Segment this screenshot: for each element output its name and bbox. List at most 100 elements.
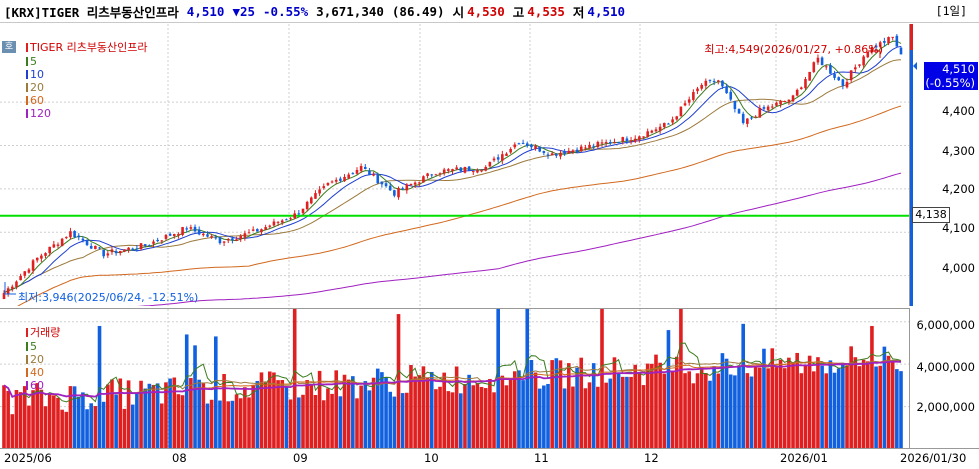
- y-tick-4000: 4,000: [942, 261, 975, 275]
- vma60-legend-icon: [26, 381, 28, 390]
- volume-bar: [359, 385, 363, 449]
- candle-body: [409, 183, 413, 185]
- candle-body: [405, 184, 409, 191]
- candle-body: [226, 239, 230, 241]
- candle-body: [820, 57, 824, 66]
- volume-bar: [218, 400, 222, 449]
- vol-tick-4m: 4,000,000: [916, 360, 975, 374]
- volume-bar: [475, 383, 480, 449]
- volume-bar: [355, 398, 359, 449]
- candle-body: [447, 169, 450, 171]
- candle-body: [737, 109, 741, 114]
- candle-body: [48, 246, 51, 254]
- candle-body: [160, 240, 164, 242]
- candle-body: [6, 288, 10, 295]
- volume-bar: [284, 386, 289, 449]
- candle-body: [231, 238, 234, 241]
- candle-body: [530, 144, 533, 148]
- period-selector[interactable]: [1일]: [935, 4, 967, 18]
- candle-body: [824, 66, 828, 68]
- volume-bar: [583, 388, 588, 449]
- volume-bar: [101, 401, 106, 449]
- candle-body: [368, 170, 371, 176]
- candle-body: [878, 42, 882, 47]
- candle-body: [816, 57, 820, 63]
- candle-body: [164, 234, 168, 239]
- y-axis-panel[interactable]: 4,510 (-0.55%) 4,400 4,300 4,200 4,138 4…: [910, 24, 979, 448]
- volume-bar: [625, 376, 629, 449]
- candle-body: [289, 218, 292, 220]
- price-chart: [0, 24, 909, 306]
- candle-body: [376, 174, 380, 184]
- volume-bar: [459, 393, 463, 449]
- volume-chart-panel[interactable]: 거래량 5 20 40 60: [0, 308, 910, 449]
- volume-bar: [301, 394, 305, 449]
- candle-body: [339, 178, 342, 181]
- volume-bar: [130, 404, 135, 449]
- open-label: 시: [452, 4, 465, 20]
- candle-body: [260, 229, 263, 233]
- volume-bar: [89, 403, 94, 449]
- level-line-label: 4,138: [912, 207, 950, 223]
- candle-body: [588, 144, 591, 149]
- volume-bar: [326, 388, 330, 449]
- candle-body: [488, 161, 492, 167]
- volume-bar: [508, 378, 513, 449]
- candle-body: [679, 106, 683, 117]
- volume-bar: [160, 403, 164, 449]
- volume-bar: [803, 364, 808, 449]
- volume-bar: [841, 363, 845, 449]
- volume-bar: [234, 394, 239, 449]
- candle-body: [347, 174, 350, 179]
- candle-body: [862, 56, 865, 66]
- ma10-legend-icon: [26, 70, 28, 79]
- candle-body: [413, 182, 417, 185]
- ma120-line: [136, 172, 902, 306]
- candle-body: [858, 64, 861, 66]
- volume-bar: [60, 409, 64, 449]
- vma5-line: [3, 342, 902, 403]
- hoga-button[interactable]: 호: [2, 41, 16, 53]
- candle-body: [397, 188, 400, 198]
- candle-body: [471, 171, 475, 173]
- candle-body: [222, 241, 226, 243]
- ma60-legend-icon: [26, 96, 28, 105]
- candle-body: [185, 228, 189, 230]
- candle-body: [94, 245, 97, 249]
- volume-bar: [504, 385, 509, 449]
- volume-bar: [22, 386, 27, 449]
- volume-bar: [43, 406, 48, 449]
- candle-body: [81, 238, 85, 241]
- volume-bar: [14, 389, 19, 449]
- volume-bar: [529, 359, 534, 449]
- y-tick-4300: 4,300: [942, 144, 975, 158]
- volume-bar: [849, 346, 853, 449]
- candle-body: [662, 122, 666, 128]
- vol-tick-6m: 6,000,000: [916, 318, 975, 332]
- volume-bar: [699, 366, 704, 449]
- ma5-legend-icon: [26, 57, 28, 66]
- candle-body: [393, 190, 396, 196]
- vma5-legend-icon: [26, 342, 28, 351]
- volume-bar: [666, 330, 671, 449]
- candle-body: [750, 117, 753, 119]
- candle-body: [434, 174, 438, 176]
- candle-body: [625, 138, 629, 142]
- candle-body: [467, 166, 471, 171]
- volume-chart: [0, 309, 909, 449]
- candle-body: [509, 148, 512, 153]
- price-chart-panel[interactable]: TIGER 리츠부동산인프라 5 10 20 60 120 호 최고:4,549…: [0, 24, 910, 306]
- volume-bar: [176, 394, 181, 449]
- candle-body: [417, 182, 421, 184]
- volume-bar: [342, 374, 347, 449]
- candle-body: [671, 119, 674, 123]
- candle-body: [667, 123, 670, 125]
- candle-body: [496, 157, 500, 160]
- volume-bar: [512, 371, 517, 449]
- candle-body: [505, 153, 508, 156]
- volume-bar: [305, 380, 309, 449]
- volume-bar: [317, 370, 322, 449]
- volume-bar: [147, 383, 152, 449]
- legend-ma60: 60: [30, 94, 44, 107]
- volume-bar: [417, 375, 422, 449]
